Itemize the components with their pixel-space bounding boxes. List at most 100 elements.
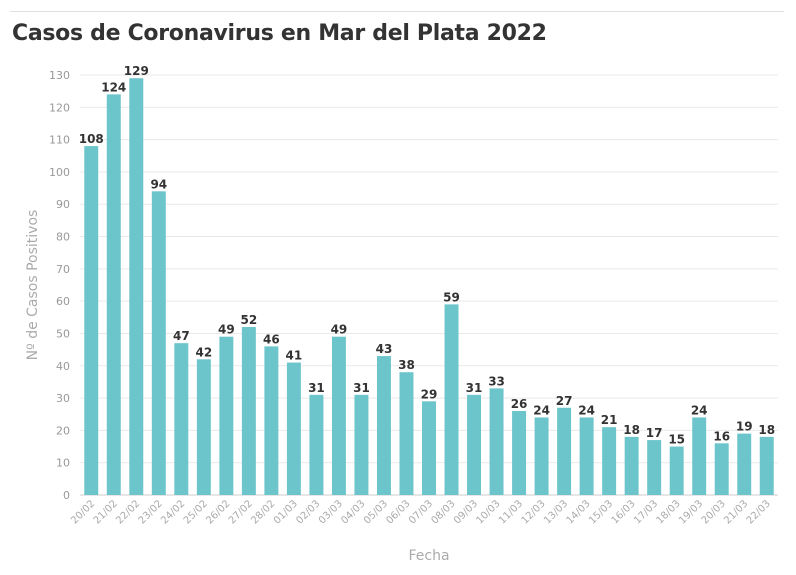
bar: [759, 436, 774, 495]
x-tick-label: 20/03: [700, 498, 728, 526]
bars: [84, 78, 774, 496]
x-tick-label: 09/03: [452, 498, 480, 526]
y-tick-label: 50: [56, 327, 70, 340]
data-label: 94: [150, 177, 167, 191]
x-tick-label: 21/03: [722, 498, 750, 526]
bar: [647, 440, 662, 495]
data-label: 24: [533, 403, 550, 417]
y-tick-label: 70: [56, 263, 70, 276]
chart-title: Casos de Coronavirus en Mar del Plata 20…: [12, 21, 547, 46]
x-tick-label: 24/02: [159, 498, 187, 526]
x-tick-label: 22/02: [114, 498, 142, 526]
bar: [354, 394, 369, 495]
data-label: 18: [758, 423, 775, 437]
data-label: 59: [443, 290, 460, 304]
y-axis-ticks: 0 10 20 30 40 50 60 70 80 90 100 110 120 130: [49, 69, 70, 502]
data-label: 41: [286, 349, 303, 363]
x-tick-label: 06/03: [384, 498, 412, 526]
data-label: 19: [736, 420, 753, 434]
x-tick-label: 05/03: [362, 498, 390, 526]
x-tick-label: 16/03: [610, 498, 638, 526]
x-tick-label: 26/02: [204, 498, 232, 526]
y-tick-label: 130: [49, 69, 70, 82]
data-label: 43: [376, 342, 393, 356]
x-tick-label: 22/03: [745, 498, 773, 526]
data-label: 49: [331, 323, 348, 337]
bar: [579, 417, 594, 495]
bar: [106, 94, 121, 495]
data-label: 49: [218, 323, 235, 337]
bar: [692, 417, 707, 495]
data-label: 16: [713, 429, 730, 443]
bar: [286, 362, 301, 495]
data-label: 21: [601, 413, 618, 427]
bar: [331, 336, 346, 495]
x-tick-label: 07/03: [407, 498, 435, 526]
y-tick-label: 20: [56, 424, 70, 437]
bar: [624, 436, 639, 495]
x-tick-label: 27/02: [227, 498, 255, 526]
x-tick-label: 19/03: [677, 498, 705, 526]
bar: [422, 401, 436, 495]
x-tick-label: 17/03: [632, 498, 660, 526]
bar: [489, 388, 504, 495]
x-tick-label: 02/03: [294, 498, 322, 526]
x-tick-label: 11/03: [497, 498, 525, 526]
x-axis-ticks: 20/0221/0222/0223/0224/0225/0226/0227/02…: [69, 498, 773, 526]
data-label: 15: [668, 433, 685, 447]
x-tick-label: 25/02: [182, 498, 210, 526]
x-tick-label: 28/02: [249, 498, 277, 526]
data-label: 33: [488, 374, 505, 388]
y-tick-label: 110: [49, 134, 70, 147]
x-tick-label: 20/02: [69, 498, 97, 526]
x-tick-label: 03/03: [317, 498, 345, 526]
x-tick-label: 13/03: [542, 498, 570, 526]
y-tick-label: 40: [56, 360, 70, 373]
x-tick-label: 14/03: [565, 498, 593, 526]
bar: [264, 346, 279, 495]
y-tick-label: 0: [63, 489, 70, 502]
bar: [151, 191, 166, 496]
data-label: 17: [646, 426, 663, 440]
y-tick-label: 100: [49, 166, 70, 179]
x-tick-label: 01/03: [272, 498, 300, 526]
x-tick-label: 10/03: [475, 498, 503, 526]
data-label: 47: [173, 329, 190, 343]
bar: [669, 446, 684, 495]
x-tick-label: 15/03: [587, 498, 615, 526]
data-label: 31: [466, 381, 483, 395]
y-tick-label: 80: [56, 231, 70, 244]
y-tick-label: 30: [56, 392, 70, 405]
data-label: 46: [263, 332, 280, 346]
x-tick-label: 21/02: [92, 498, 120, 526]
bar: [376, 356, 391, 495]
data-label: 129: [124, 64, 149, 78]
data-label: 18: [623, 423, 640, 437]
data-label: 42: [195, 345, 212, 359]
data-label: 38: [398, 358, 415, 372]
bar: [557, 407, 572, 495]
bar: [602, 427, 617, 495]
x-tick-label: 04/03: [339, 498, 367, 526]
bar: [129, 78, 144, 495]
data-label: 108: [79, 132, 104, 146]
data-label: 124: [101, 80, 126, 94]
x-tick-label: 18/03: [655, 498, 683, 526]
bar: [737, 433, 752, 495]
x-tick-label: 12/03: [520, 498, 548, 526]
data-label: 29: [421, 387, 438, 401]
data-label: 31: [353, 381, 370, 395]
bar: [84, 146, 99, 496]
bar: [241, 327, 256, 495]
bar: [309, 394, 324, 495]
bar: [219, 336, 234, 495]
y-tick-label: 90: [56, 198, 70, 211]
top-divider: [10, 11, 784, 12]
bar: [534, 417, 549, 495]
x-tick-label: 23/02: [137, 498, 165, 526]
bar: [174, 343, 189, 495]
x-tick-label: 08/03: [429, 498, 457, 526]
data-label: 27: [556, 394, 573, 408]
data-label: 52: [241, 313, 258, 327]
data-label: 26: [511, 397, 528, 411]
